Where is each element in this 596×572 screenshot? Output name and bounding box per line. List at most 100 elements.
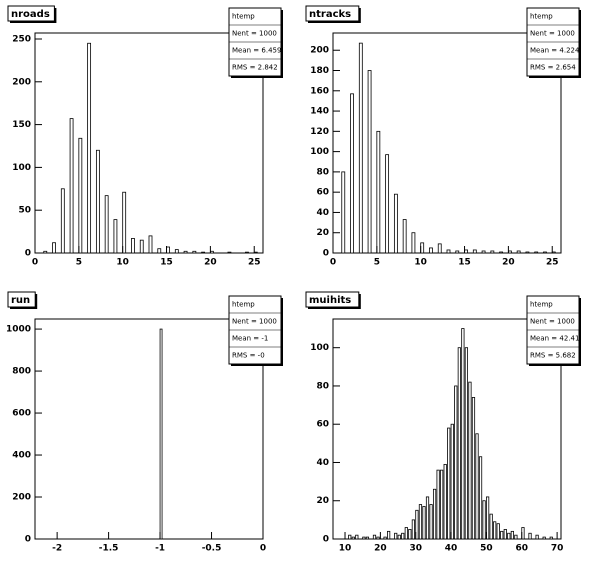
bar <box>394 532 398 540</box>
bar <box>489 513 493 540</box>
stats-line: Mean = 6.459 <box>232 47 281 55</box>
bar <box>418 504 423 540</box>
x-tick-label: -1 <box>155 544 165 554</box>
bar <box>393 193 398 254</box>
bar <box>159 328 163 540</box>
title-box <box>305 291 360 308</box>
chart-title: muihits <box>309 295 351 306</box>
bar <box>486 496 490 540</box>
x-tick-label: 15 <box>160 258 173 268</box>
y-tick-label: 20 <box>316 228 329 238</box>
bar <box>490 250 495 254</box>
x-tick-label: 20 <box>374 544 387 554</box>
bar <box>341 171 346 254</box>
bar <box>52 242 56 254</box>
y-tick-label: 100 <box>310 147 329 157</box>
y-tick-label: 80 <box>316 381 329 391</box>
y-tick-label: 0 <box>323 535 329 545</box>
bar <box>350 93 354 254</box>
bar <box>514 534 518 540</box>
bar <box>122 191 127 254</box>
bar <box>543 251 547 254</box>
x-tick-label: 50 <box>480 544 493 554</box>
bar <box>472 249 477 254</box>
frame <box>34 318 264 540</box>
bar <box>549 536 553 540</box>
stats-line: RMS = 5.682 <box>530 352 576 360</box>
stats-line: htemp <box>232 301 255 309</box>
y-tick-label: 20 <box>316 496 329 506</box>
bar <box>131 238 135 254</box>
x-tick-label: 70 <box>551 544 564 554</box>
y-tick-label: 600 <box>12 409 31 419</box>
chart-title: run <box>11 295 30 306</box>
y-tick-label: 100 <box>12 163 31 173</box>
bar <box>454 385 458 540</box>
bar <box>425 496 430 540</box>
stats-line: htemp <box>232 13 255 21</box>
y-tick-label: 40 <box>316 208 329 218</box>
stats-line: htemp <box>530 301 553 309</box>
bar <box>387 530 391 540</box>
stats-line: Nent = 1000 <box>530 30 575 38</box>
stats-line: Nent = 1000 <box>530 318 575 326</box>
bar <box>227 251 232 254</box>
title-box <box>7 291 36 308</box>
y-tick-label: 0 <box>323 249 329 259</box>
bar <box>348 534 352 540</box>
x-tick-label: -2 <box>52 544 62 554</box>
y-tick-label: 140 <box>310 107 329 117</box>
bar <box>507 532 511 540</box>
bar <box>481 250 486 254</box>
bar <box>457 347 461 540</box>
bar <box>201 251 206 254</box>
bar <box>464 347 469 540</box>
stats-line: RMS = 2.654 <box>530 64 576 72</box>
bar <box>415 509 419 540</box>
x-tick-label: 0 <box>32 258 38 268</box>
bar <box>429 247 433 254</box>
chart-title: nroads <box>11 9 50 20</box>
bar <box>408 529 412 540</box>
x-tick-label: 15 <box>458 258 471 268</box>
stats-line: Mean = 42.41 <box>530 335 579 343</box>
y-tick-label: 200 <box>310 46 329 56</box>
y-tick-label: 50 <box>18 206 31 216</box>
y-tick-label: 120 <box>310 127 329 137</box>
x-tick-label: 0 <box>330 258 336 268</box>
bar <box>355 534 359 540</box>
bar <box>450 423 454 540</box>
bar <box>468 381 472 540</box>
y-tick-label: 60 <box>316 420 329 430</box>
title-box <box>7 5 55 22</box>
bar <box>245 251 249 254</box>
bar <box>455 250 460 254</box>
title-box <box>305 5 360 22</box>
y-tick-label: 200 <box>12 77 31 87</box>
bar <box>475 433 479 540</box>
stats-line: RMS = 2.842 <box>232 64 278 72</box>
x-tick-label: 5 <box>374 258 380 268</box>
y-tick-label: 0 <box>25 249 31 259</box>
bar <box>43 250 48 254</box>
y-tick-label: 800 <box>12 367 31 377</box>
stats-line: RMS = -0 <box>232 352 265 360</box>
bar <box>383 536 387 540</box>
y-tick-label: 200 <box>12 493 31 503</box>
bar <box>365 536 370 540</box>
y-tick-label: 0 <box>25 535 31 545</box>
bar <box>493 521 497 540</box>
bar <box>362 536 366 540</box>
bar <box>376 130 381 254</box>
bar <box>500 530 504 540</box>
bar <box>471 397 476 540</box>
x-tick-label: 10 <box>116 258 129 268</box>
bar <box>397 534 401 540</box>
y-tick-label: 60 <box>316 188 329 198</box>
bar <box>78 137 83 254</box>
bar <box>404 527 408 540</box>
bar <box>385 154 390 254</box>
bar <box>104 195 109 254</box>
y-tick-label: 1000 <box>6 325 31 335</box>
bar <box>183 250 188 254</box>
